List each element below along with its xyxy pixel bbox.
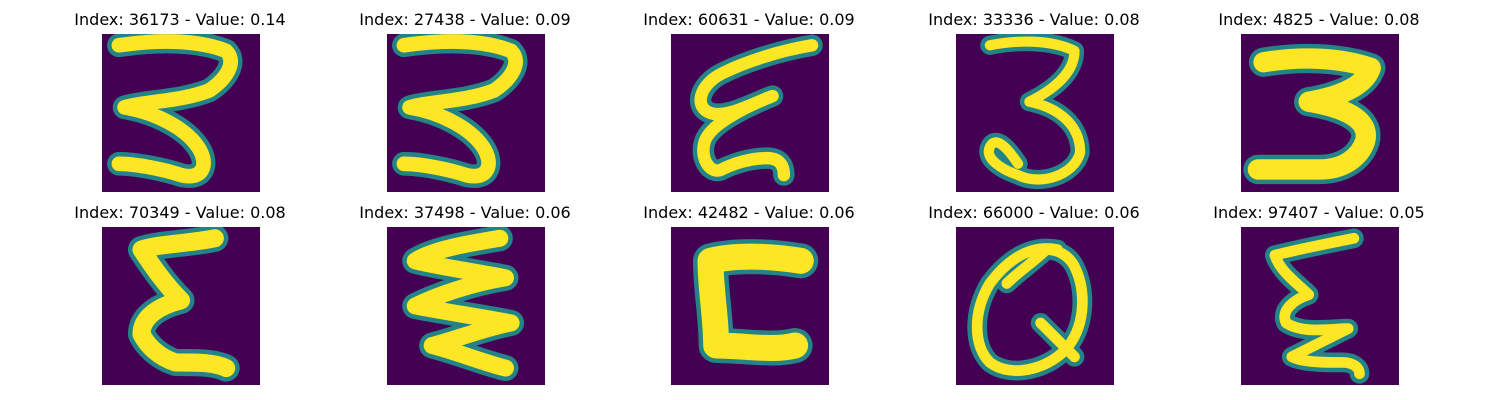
panel-title: Index: 60631 - Value: 0.09: [643, 10, 855, 29]
panel-title: Index: 70349 - Value: 0.08: [74, 203, 286, 222]
panel-title: Index: 37498 - Value: 0.06: [359, 203, 571, 222]
digit-image: [387, 34, 545, 192]
digit-stroke: [1269, 232, 1365, 380]
panel-title: Index: 4825 - Value: 0.08: [1218, 10, 1420, 29]
digit-stroke: [132, 229, 236, 378]
panel-title: Index: 27438 - Value: 0.09: [359, 10, 571, 29]
digit-image: [1241, 227, 1399, 385]
digit-image: [102, 227, 260, 385]
digit-image: [956, 227, 1114, 385]
image-background: [956, 34, 1114, 192]
panel-title: Index: 42482 - Value: 0.06: [643, 203, 855, 222]
digit-stroke: [406, 229, 520, 377]
panel-title: Index: 33336 - Value: 0.08: [928, 10, 1140, 29]
digit-stroke: [396, 34, 523, 184]
digit-image: [387, 227, 545, 385]
panel-title: Index: 97407 - Value: 0.05: [1213, 203, 1425, 222]
panel-title: Index: 66000 - Value: 0.06: [928, 203, 1140, 222]
digit-image: [671, 227, 829, 385]
digit-stroke: [111, 34, 238, 184]
digit-stroke: [697, 243, 814, 361]
digit-image: [1241, 34, 1399, 192]
digit-image: [956, 34, 1114, 192]
digit-stroke: [983, 36, 1086, 185]
digit-stroke: [1247, 48, 1381, 180]
panel-title: Index: 36173 - Value: 0.14: [74, 10, 286, 29]
digit-stroke: [971, 243, 1088, 376]
digit-stroke: [694, 39, 819, 182]
digit-image: [671, 34, 829, 192]
digit-image: [102, 34, 260, 192]
